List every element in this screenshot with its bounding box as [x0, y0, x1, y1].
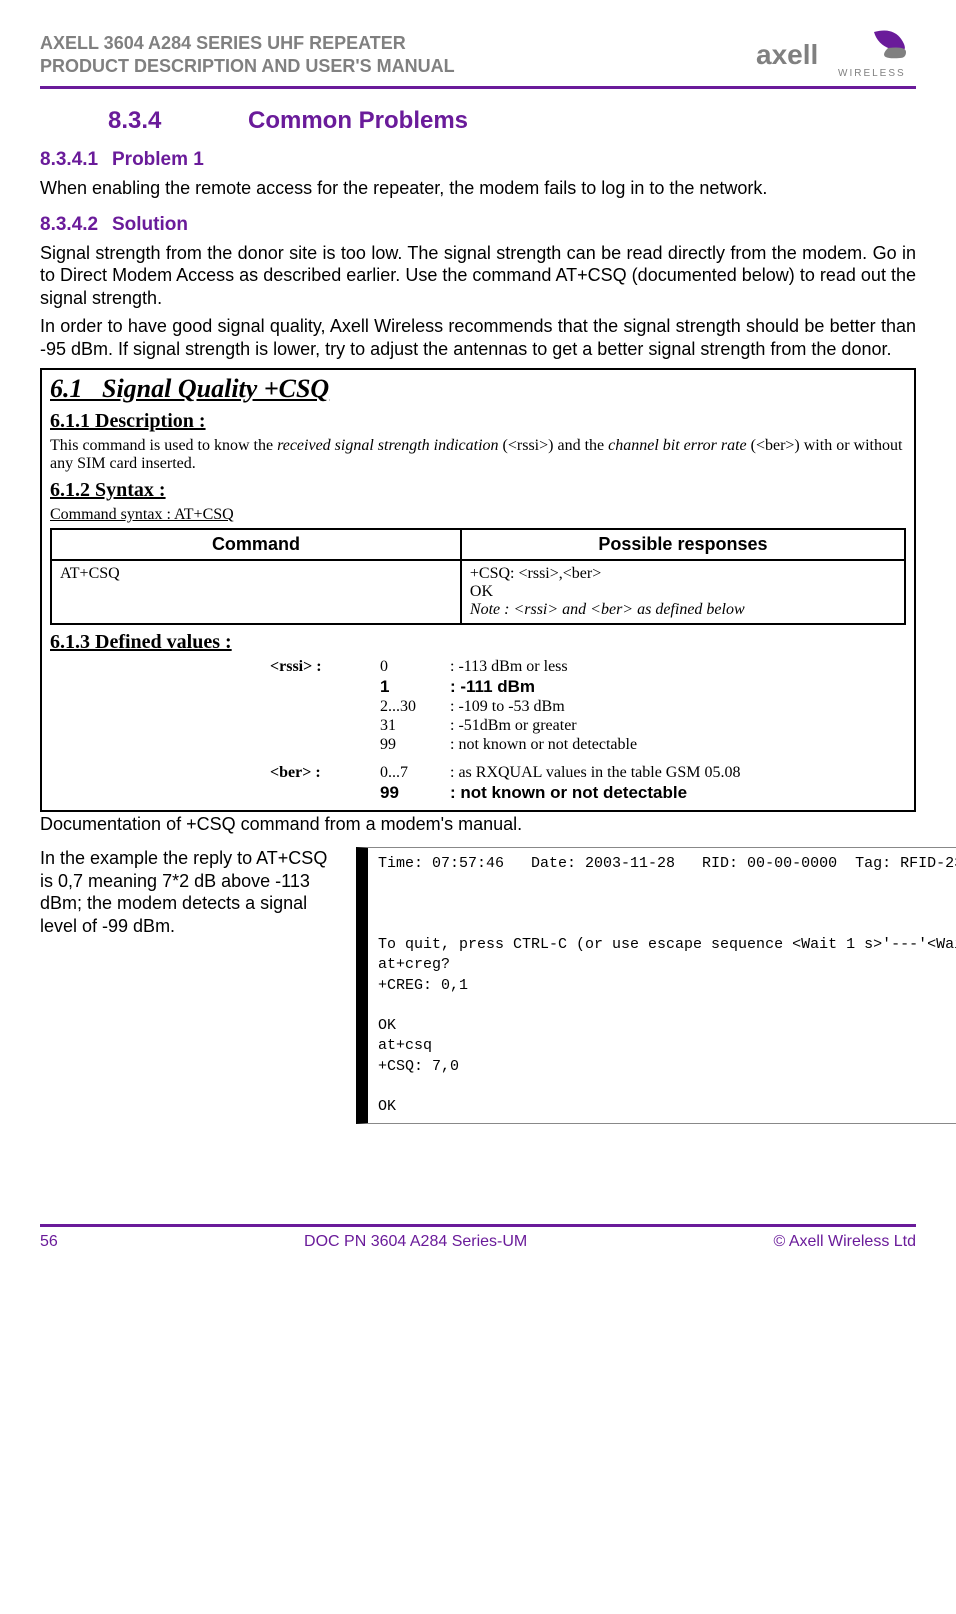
manual-defined-num: 6.1.3	[50, 631, 90, 653]
ber-val-0: 0...7	[380, 764, 450, 782]
manual-figure: 6.1 Signal Quality +CSQ 6.1.1 Descriptio…	[40, 368, 916, 812]
section-heading: 8.3.4Common Problems	[108, 107, 916, 135]
manual-h1-num: 6.1	[50, 374, 83, 403]
ber-desc-1: : not known or not detectable	[450, 783, 906, 803]
manual-defined-title: Defined values :	[95, 631, 232, 653]
figure-caption: Documentation of +CSQ command from a mod…	[40, 814, 916, 835]
table-row: AT+CSQ +CSQ: <rssi>,<ber> OK Note : <rss…	[51, 560, 905, 624]
ber-desc-0: : as RXQUAL values in the table GSM 05.0…	[450, 764, 906, 782]
rssi-label: <rssi> :	[270, 658, 380, 676]
manual-syntax-title: Syntax :	[95, 479, 166, 501]
solution-number: 8.3.4.2	[40, 214, 112, 236]
resp-line-1: +CSQ: <rssi>,<ber>	[470, 565, 896, 583]
manual-response-table: Command Possible responses AT+CSQ +CSQ: …	[50, 528, 906, 625]
resp-line-3: Note : <rssi> and <ber> as defined below	[470, 601, 896, 619]
rssi-val-2: 2...30	[380, 698, 450, 716]
rssi-val-3: 31	[380, 717, 450, 735]
solution-text-2: In order to have good signal quality, Ax…	[40, 315, 916, 360]
manual-desc-text: This command is used to know the receive…	[50, 437, 906, 473]
rssi-row-2: 2...30 : -109 to -53 dBm	[270, 698, 906, 716]
solution-text-1: Signal strength from the donor site is t…	[40, 242, 916, 310]
manual-desc-title: Description :	[95, 410, 206, 432]
problem-text: When enabling the remote access for the …	[40, 177, 916, 200]
footer-copyright: © Axell Wireless Ltd	[774, 1233, 917, 1251]
resp-line-2: OK	[470, 583, 896, 601]
manual-h1-title: Signal Quality +CSQ	[102, 374, 329, 403]
rssi-row-3: 31 : -51dBm or greater	[270, 717, 906, 735]
rssi-val-0: 0	[380, 658, 450, 676]
manual-desc-mid: (<rssi>) and the	[499, 437, 609, 454]
problem-number: 8.3.4.1	[40, 149, 112, 171]
table-resp-cell: +CSQ: <rssi>,<ber> OK Note : <rssi> and …	[461, 560, 905, 624]
solution-title: Solution	[112, 214, 188, 235]
rssi-row-1: 1 : -111 dBm	[270, 677, 906, 697]
problem-heading: 8.3.4.1Problem 1	[40, 149, 916, 171]
problem-title: Problem 1	[112, 149, 204, 170]
rssi-desc-1: : -111 dBm	[450, 677, 906, 697]
ber-row-0: <ber> : 0...7 : as RXQUAL values in the …	[270, 764, 906, 782]
rssi-val-4: 99	[380, 736, 450, 754]
header-line1: AXELL 3604 A284 SERIES UHF REPEATER	[40, 32, 455, 55]
manual-desc-num: 6.1.1	[50, 410, 90, 432]
resp-note-pre: Note :	[470, 601, 514, 618]
svg-text:WIRELESS: WIRELESS	[838, 68, 906, 79]
manual-desc-pre: This command is used to know the	[50, 437, 277, 454]
page-footer: 56 DOC PN 3604 A284 Series-UM © Axell Wi…	[40, 1224, 916, 1251]
ber-label: <ber> :	[270, 764, 380, 782]
manual-defined-heading: 6.1.3 Defined values :	[50, 631, 906, 654]
ber-block: <ber> : 0...7 : as RXQUAL values in the …	[270, 764, 906, 803]
footer-doc-id: DOC PN 3604 A284 Series-UM	[304, 1233, 527, 1251]
section-number: 8.3.4	[108, 107, 248, 135]
rssi-desc-0: : -113 dBm or less	[450, 658, 906, 676]
manual-syntax-heading: 6.1.2 Syntax :	[50, 479, 906, 502]
header-line2: PRODUCT DESCRIPTION AND USER'S MANUAL	[40, 55, 455, 78]
table-header-row: Command Possible responses	[51, 529, 905, 560]
manual-desc-ital2: channel bit error rate	[608, 437, 747, 454]
manual-h1: 6.1 Signal Quality +CSQ	[50, 374, 906, 404]
section-title: Common Problems	[248, 107, 468, 134]
table-cmd-cell: AT+CSQ	[51, 560, 461, 624]
rssi-row-0: <rssi> : 0 : -113 dBm or less	[270, 658, 906, 676]
page-header: AXELL 3604 A284 SERIES UHF REPEATER PROD…	[40, 30, 916, 89]
ber-row-1: 99 : not known or not detectable	[270, 783, 906, 803]
header-title-block: AXELL 3604 A284 SERIES UHF REPEATER PROD…	[40, 32, 455, 79]
resp-note-ital: <rssi> and <ber> as defined below	[513, 601, 744, 618]
manual-syntax-line: Command syntax : AT+CSQ	[50, 506, 906, 524]
manual-syntax-num: 6.1.2	[50, 479, 90, 501]
terminal-output: Time: 07:57:46 Date: 2003-11-28 RID: 00-…	[356, 847, 956, 1124]
rssi-desc-2: : -109 to -53 dBm	[450, 698, 906, 716]
table-col2-header: Possible responses	[461, 529, 905, 560]
manual-desc-heading: 6.1.1 Description :	[50, 410, 906, 433]
footer-page-number: 56	[40, 1233, 58, 1251]
table-col1-header: Command	[51, 529, 461, 560]
example-block: In the example the reply to AT+CSQ is 0,…	[40, 847, 916, 1124]
rssi-val-1: 1	[380, 677, 450, 697]
rssi-block: <rssi> : 0 : -113 dBm or less 1 : -111 d…	[270, 658, 906, 754]
solution-heading: 8.3.4.2Solution	[40, 214, 916, 236]
rssi-row-4: 99 : not known or not detectable	[270, 736, 906, 754]
axell-logo-icon: axell WIRELESS	[756, 30, 916, 80]
axell-logo: axell WIRELESS	[756, 30, 916, 80]
example-explanation: In the example the reply to AT+CSQ is 0,…	[40, 847, 340, 1124]
manual-desc-ital1: received signal strength indication	[277, 437, 498, 454]
rssi-desc-4: : not known or not detectable	[450, 736, 906, 754]
rssi-desc-3: : -51dBm or greater	[450, 717, 906, 735]
ber-val-1: 99	[380, 783, 450, 803]
svg-text:axell: axell	[756, 39, 818, 70]
